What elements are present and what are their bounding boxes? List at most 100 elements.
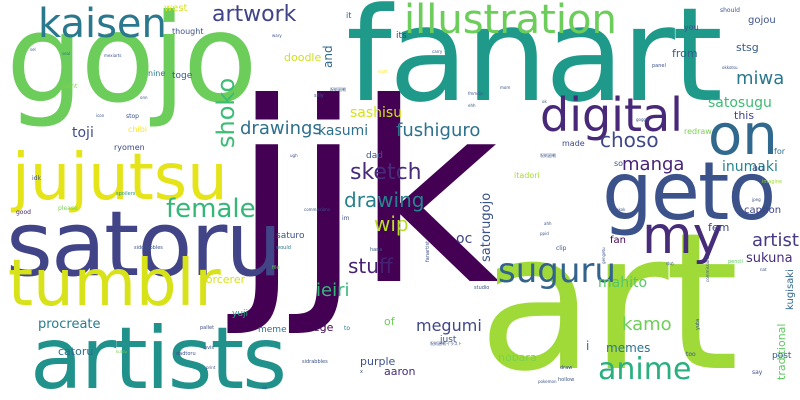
cloud-word: chibi (128, 125, 147, 134)
cloud-word: fem (708, 221, 730, 234)
cloud-word: catoru (58, 345, 94, 358)
cloud-word: stop (126, 113, 139, 120)
cloud-word: west (164, 3, 188, 14)
cloud-word: 呪術廻戦 (540, 153, 556, 158)
cloud-word: ehh (468, 103, 476, 108)
cloud-word: kasumi (318, 123, 369, 139)
cloud-word: fanart (346, 0, 723, 131)
cloud-word: dad (366, 151, 383, 161)
cloud-word: sorcerer (200, 273, 246, 286)
cloud-word: would (276, 245, 291, 251)
cloud-word: fmmdjv (468, 91, 484, 96)
cloud-word: dadtoru (176, 351, 196, 357)
cloud-word: draw (560, 365, 573, 371)
cloud-word: im (342, 215, 350, 222)
cloud-word: goggle (636, 117, 650, 122)
cloud-word: ugh (290, 153, 298, 158)
cloud-word: 呪術廻戦イラスト (430, 341, 462, 346)
cloud-word: ryomen (114, 143, 145, 152)
cloud-word: illustration (404, 0, 617, 43)
cloud-word: mexiarts (104, 53, 122, 58)
cloud-word: wip (374, 212, 409, 236)
cloud-word: avis (204, 345, 215, 351)
cloud-word: toge (172, 71, 193, 81)
cloud-word: artwork (212, 2, 297, 27)
cloud-word: and (321, 45, 335, 68)
cloud-word: from (672, 47, 698, 60)
cloud-word: miwa (736, 68, 785, 89)
cloud-word: caption (744, 205, 782, 216)
cloud-word: sketch (350, 160, 422, 185)
cloud-word: print (206, 365, 216, 370)
cloud-word: drawing (344, 188, 425, 212)
cloud-word: anime (598, 352, 692, 387)
cloud-word: good (16, 209, 31, 216)
cloud-word: sel (30, 47, 36, 52)
cloud-word: okkotsu (722, 65, 738, 70)
cloud-word: fan (610, 235, 626, 246)
cloud-word: this (734, 109, 755, 122)
cloud-word: stuff (348, 254, 393, 278)
cloud-word: doodle (284, 51, 322, 64)
cloud-word: ahh (544, 221, 552, 226)
cloud-word: kamo (622, 314, 672, 335)
cloud-word: please (58, 205, 78, 212)
cloud-word: paint (62, 83, 78, 90)
cloud-word: 呪術廻戦 (330, 87, 346, 92)
cloud-word: up (262, 385, 268, 390)
cloud-word: manga (622, 154, 685, 175)
cloud-word: pencil (728, 259, 743, 265)
cloud-word: procreate (38, 317, 101, 332)
cloud-word: inumaki (722, 159, 778, 175)
cloud-word: ゆめ (666, 261, 674, 266)
cloud-word: female (166, 194, 256, 224)
cloud-word: just (440, 335, 457, 345)
cloud-word: icon (96, 113, 105, 118)
cloud-word: gojo (6, 0, 258, 130)
cloud-word: clip (556, 245, 567, 252)
cloud-word: tumblr (8, 247, 221, 321)
cloud-word: saturo (276, 231, 305, 241)
cloud-word: it (346, 11, 352, 20)
cloud-word: nat (760, 267, 767, 272)
cloud-word: itadori (514, 171, 540, 180)
cloud-word: x (360, 369, 363, 375)
cloud-word: sight (378, 69, 388, 74)
cloud-word: carry (432, 49, 443, 54)
cloud-word: ppid (540, 231, 549, 236)
cloud-word: art (478, 192, 739, 400)
cloud-word: kutsu (116, 349, 127, 354)
cloud-word: choso (600, 128, 659, 152)
cloud-word: stsg (736, 41, 759, 54)
cloud-word: my (642, 206, 724, 266)
cloud-word: yuta (695, 318, 701, 330)
cloud-word: should (720, 7, 740, 14)
cloud-word: drawings (240, 118, 322, 139)
cloud-word: college (294, 321, 334, 334)
cloud-word: okok (616, 207, 626, 212)
cloud-word: toji (72, 125, 94, 141)
cloud-word: studio (474, 285, 490, 291)
cloud-word: sidrabbles (302, 359, 328, 365)
cloud-word: nine (148, 69, 166, 78)
cloud-word: thought (172, 27, 204, 36)
cloud-word: satorugojo (479, 192, 494, 262)
cloud-word: hollow (558, 377, 575, 383)
cloud-word: gengetu (601, 247, 606, 264)
cloud-word: on (708, 103, 778, 168)
cloud-word: mahito (598, 275, 648, 291)
cloud-word: commissions (705, 256, 710, 282)
cloud-word: ieiri (316, 280, 350, 301)
cloud-word: jjk (232, 49, 500, 340)
cloud-word: artists (30, 309, 287, 400)
cloud-word: panel (652, 63, 666, 69)
cloud-word: digital (540, 88, 683, 142)
cloud-word: artist (752, 230, 799, 251)
cloud-word: kugisaki (785, 269, 796, 310)
cloud-word: satosugu (708, 95, 772, 111)
cloud-word: suguru (498, 251, 616, 291)
cloud-word: spoilers (116, 191, 136, 197)
cloud-word: silly (314, 93, 324, 99)
cloud-word: say (752, 369, 763, 376)
